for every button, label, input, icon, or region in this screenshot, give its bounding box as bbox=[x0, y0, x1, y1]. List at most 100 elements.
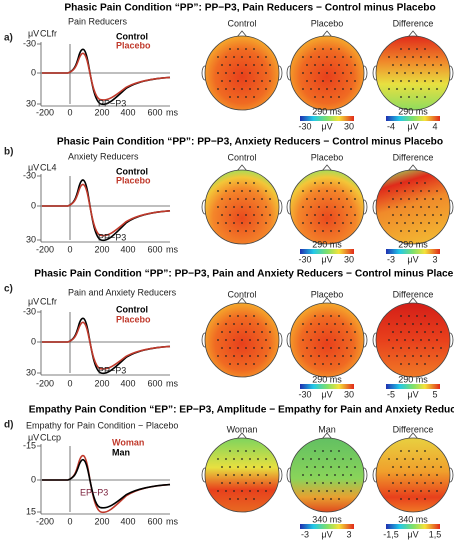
x-tick-label: -200 bbox=[36, 516, 54, 526]
electrode bbox=[253, 182, 255, 184]
legend-entry: Control bbox=[116, 31, 148, 41]
electrode bbox=[265, 88, 267, 90]
electrode bbox=[233, 323, 235, 325]
map-label: Woman bbox=[227, 424, 258, 434]
x-tick-label: 600 bbox=[147, 244, 162, 254]
x-tick-label: 0 bbox=[67, 244, 72, 254]
electrode bbox=[420, 190, 422, 192]
electrode bbox=[400, 198, 402, 200]
electrode bbox=[322, 363, 324, 365]
scale-time: 290 ms bbox=[398, 239, 428, 249]
electrode bbox=[424, 80, 426, 82]
erp-subtitle: Empathy for Pain Condition − Placebo bbox=[26, 420, 178, 430]
electrode bbox=[400, 182, 402, 184]
x-tick-label: 200 bbox=[94, 378, 109, 388]
erp-wave bbox=[42, 49, 170, 104]
electrode bbox=[322, 80, 324, 82]
electrode bbox=[416, 363, 418, 365]
electrode bbox=[436, 323, 438, 325]
electrode bbox=[388, 222, 390, 224]
map-nose bbox=[407, 30, 419, 38]
electrode bbox=[326, 190, 328, 192]
y-tick-label: 30 bbox=[26, 234, 36, 244]
electrode bbox=[261, 214, 263, 216]
electrode bbox=[412, 490, 414, 492]
electrode bbox=[314, 48, 316, 50]
electrode bbox=[342, 190, 344, 192]
electrode bbox=[326, 88, 328, 90]
scale-tick: -3 bbox=[387, 254, 395, 264]
electrode bbox=[420, 323, 422, 325]
electrode bbox=[392, 198, 394, 200]
electrode bbox=[408, 80, 410, 82]
electrode bbox=[346, 347, 348, 349]
erp-unit: μV bbox=[28, 296, 39, 306]
x-unit: ms bbox=[166, 378, 178, 388]
electrode bbox=[388, 88, 390, 90]
map-nose bbox=[407, 432, 419, 440]
electrode bbox=[392, 331, 394, 333]
x-tick-label: -200 bbox=[36, 244, 54, 254]
electrode bbox=[229, 214, 231, 216]
erp-wave bbox=[42, 460, 170, 508]
electrode bbox=[318, 56, 320, 58]
electrode bbox=[269, 331, 271, 333]
electrode bbox=[233, 458, 235, 460]
electrode bbox=[424, 198, 426, 200]
electrode bbox=[334, 88, 336, 90]
electrode bbox=[314, 198, 316, 200]
electrode bbox=[408, 230, 410, 232]
electrode bbox=[420, 88, 422, 90]
erp-channel: CL4 bbox=[40, 162, 57, 172]
electrode bbox=[237, 482, 239, 484]
electrode bbox=[338, 230, 340, 232]
electrode bbox=[322, 182, 324, 184]
map-label: Placebo bbox=[311, 289, 344, 299]
electrode bbox=[432, 80, 434, 82]
electrode bbox=[412, 222, 414, 224]
erp-channel: CLfr bbox=[40, 296, 57, 306]
electrode bbox=[428, 458, 430, 460]
electrode bbox=[229, 347, 231, 349]
scale-tick: -30 bbox=[298, 121, 311, 131]
electrode bbox=[261, 331, 263, 333]
electrode bbox=[428, 88, 430, 90]
electrode bbox=[245, 198, 247, 200]
x-tick-label: 400 bbox=[120, 378, 135, 388]
electrode bbox=[440, 466, 442, 468]
electrode bbox=[217, 56, 219, 58]
electrode bbox=[428, 474, 430, 476]
electrode bbox=[241, 323, 243, 325]
electrode bbox=[396, 88, 398, 90]
electrode bbox=[326, 222, 328, 224]
electrode bbox=[338, 214, 340, 216]
electrode bbox=[346, 482, 348, 484]
electrode bbox=[225, 323, 227, 325]
electrode bbox=[404, 206, 406, 208]
electrode bbox=[245, 230, 247, 232]
electrode bbox=[310, 458, 312, 460]
electrode bbox=[408, 450, 410, 452]
electrode bbox=[265, 56, 267, 58]
electrode bbox=[225, 490, 227, 492]
scale-time: 340 ms bbox=[398, 514, 428, 524]
map-label: Control bbox=[227, 18, 256, 28]
electrode bbox=[408, 347, 410, 349]
scale-time: 340 ms bbox=[312, 514, 342, 524]
electrode bbox=[420, 72, 422, 74]
electrode bbox=[436, 72, 438, 74]
electrode bbox=[396, 339, 398, 341]
electrode bbox=[396, 56, 398, 58]
electrode bbox=[404, 56, 406, 58]
scale-tick: 30 bbox=[344, 389, 354, 399]
map-nose bbox=[321, 164, 333, 172]
electrode bbox=[400, 450, 402, 452]
electrode bbox=[237, 230, 239, 232]
electrode bbox=[396, 206, 398, 208]
scale-tick: μV bbox=[407, 254, 418, 264]
component-label: EP−P3 bbox=[80, 487, 108, 497]
electrode bbox=[314, 466, 316, 468]
y-tick-label: -30 bbox=[23, 38, 36, 48]
electrode bbox=[346, 331, 348, 333]
